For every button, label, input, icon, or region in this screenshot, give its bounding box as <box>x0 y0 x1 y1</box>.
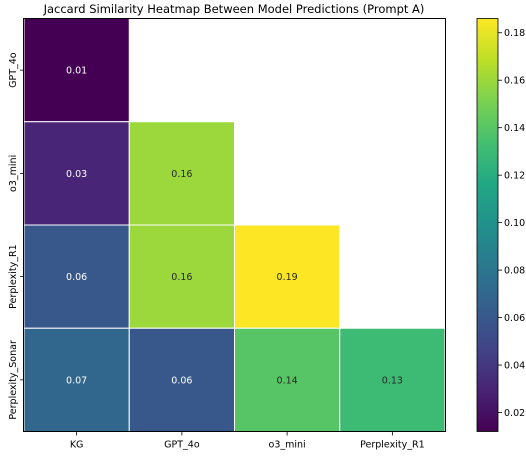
colorbar-tick-label: 0.12 <box>504 171 525 182</box>
cell-value-label: 0.03 <box>66 169 87 180</box>
colorbar-tick-label: 0.18 <box>504 28 525 39</box>
y-tick-label: Perplexity_Sonar <box>8 340 19 420</box>
heatmap-cells: 0.01 0.03 0.16 0.06 0.16 0.19 0.07 0.06 0.14 0.13 <box>23 18 446 432</box>
heatmap-cell <box>23 224 130 329</box>
heatmap-cell <box>128 224 235 329</box>
colorbar-frame <box>476 18 499 432</box>
x-tick-label: GPT_4o <box>164 440 200 451</box>
x-axis: KG GPT_4o o3_mini Perplexity_R1 <box>70 431 425 451</box>
heatmap-cell <box>23 18 130 123</box>
cell-value-label: 0.01 <box>66 66 87 77</box>
cell-value-label: 0.06 <box>66 272 87 283</box>
heatmap-cell <box>128 327 235 432</box>
heatmap-cell <box>339 327 446 432</box>
cell-value-label: 0.13 <box>382 375 403 386</box>
plot-frame <box>23 18 446 432</box>
cell-value-label: 0.19 <box>277 272 298 283</box>
colorbar: 0.02 0.04 0.06 0.08 0.10 0.12 0.14 0.16 0.18 <box>476 18 525 432</box>
y-tick-label: o3_mini <box>8 155 19 192</box>
cell-value-label: 0.16 <box>171 272 192 283</box>
cell-value-label: 0.07 <box>66 375 87 386</box>
colorbar-tick-label: 0.14 <box>504 123 525 134</box>
y-tick-label: Perplexity_R1 <box>8 244 19 309</box>
x-tick-label: o3_mini <box>269 440 306 451</box>
x-tick-label: Perplexity_R1 <box>360 440 425 451</box>
colorbar-tick-label: 0.10 <box>504 218 525 229</box>
colorbar-tick-label: 0.06 <box>504 313 525 324</box>
x-tick-label: KG <box>70 440 84 451</box>
chart-title: Jaccard Similarity Heatmap Between Model… <box>43 2 425 16</box>
colorbar-tick-label: 0.04 <box>504 361 525 372</box>
cell-value-label: 0.16 <box>171 169 192 180</box>
heatmap-cell <box>23 121 130 226</box>
cell-value-label: 0.14 <box>277 375 298 386</box>
colorbar-tick-label: 0.02 <box>504 408 525 419</box>
colorbar-tick-label: 0.08 <box>504 266 525 277</box>
colorbar-tick-label: 0.16 <box>504 76 525 87</box>
colorbar-gradient <box>477 18 498 432</box>
cell-value-label: 0.06 <box>171 375 192 386</box>
heatmap-cell <box>128 121 235 226</box>
y-axis: GPT_4o o3_mini Perplexity_R1 Perplexity_Son… <box>8 52 24 420</box>
heatmap-cell <box>234 224 341 329</box>
y-tick-label: GPT_4o <box>8 52 19 88</box>
